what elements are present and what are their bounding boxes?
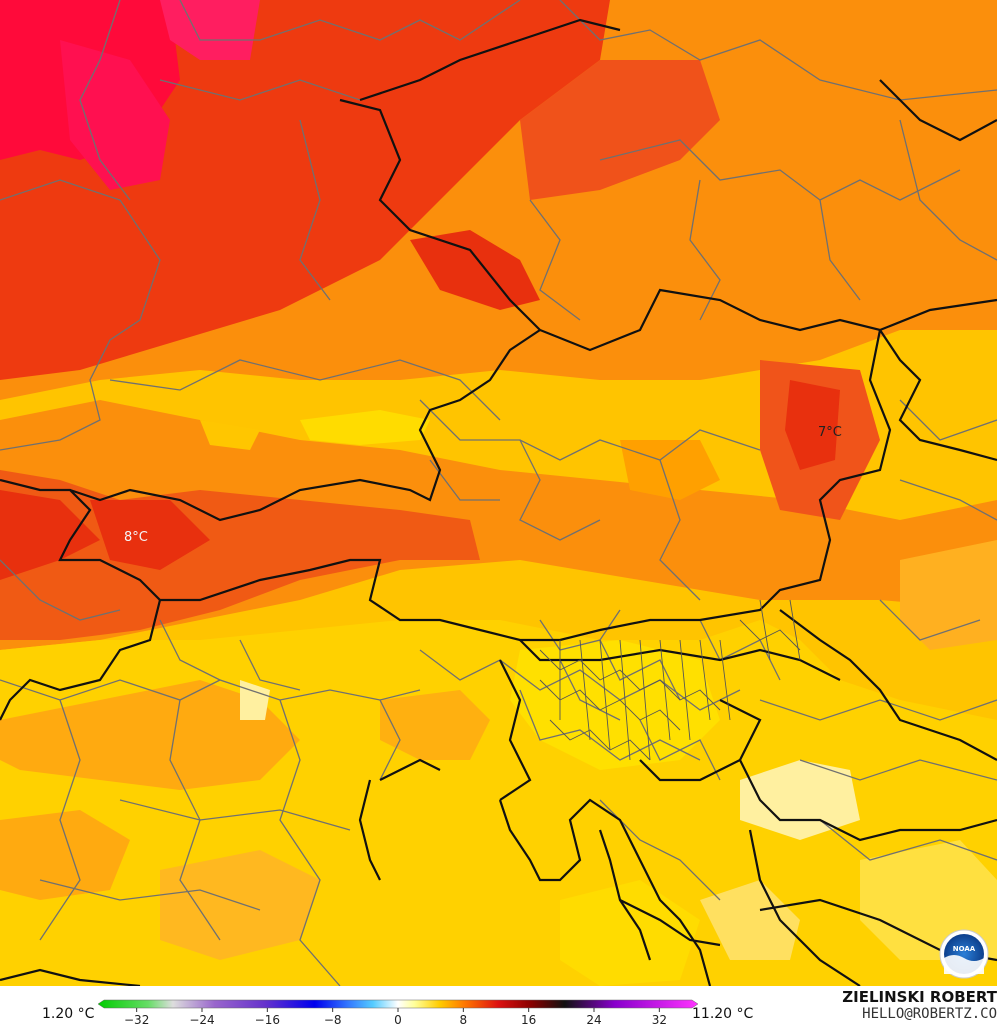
temperature-label-8c: 8°C — [124, 530, 148, 545]
legend-max-value: 11.20 °C — [692, 1006, 754, 1022]
legend-tick-label: 32 — [652, 1013, 667, 1027]
footer: 1.20 °C −32 −24 −16 −8 0 8 16 24 32 11.20 °C ZIE… — [0, 986, 997, 1035]
legend-tick-label: 0 — [394, 1013, 402, 1027]
temperature-map: 7°C 8°C NOAA — [0, 0, 997, 986]
temperature-fill — [0, 0, 997, 986]
legend-tick-label: −8 — [324, 1013, 342, 1027]
legend-min-value: 1.20 °C — [42, 1006, 95, 1022]
legend-tick-label: 16 — [521, 1013, 536, 1027]
color-scale-legend: −32 −24 −16 −8 0 8 16 24 32 — [97, 999, 699, 1027]
svg-text:NOAA: NOAA — [953, 945, 976, 953]
author-name: ZIELINSKI ROBERT — [842, 988, 997, 1006]
author-email: HELLO@ROBERTZ.CO — [862, 1006, 997, 1022]
legend-tick-label: −16 — [255, 1013, 280, 1027]
legend-tick-label: 24 — [586, 1013, 601, 1027]
sub-regional-grid — [539, 599, 801, 761]
color-scale-bar — [97, 999, 699, 1009]
temperature-label-7c: 7°C — [818, 425, 842, 440]
map-labels: 7°C 8°C — [124, 425, 842, 545]
legend-tick-label: 8 — [460, 1013, 468, 1027]
legend-tick-label: −24 — [189, 1013, 214, 1027]
noaa-logo: NOAA — [939, 929, 989, 979]
legend-tick-label: −32 — [124, 1013, 149, 1027]
